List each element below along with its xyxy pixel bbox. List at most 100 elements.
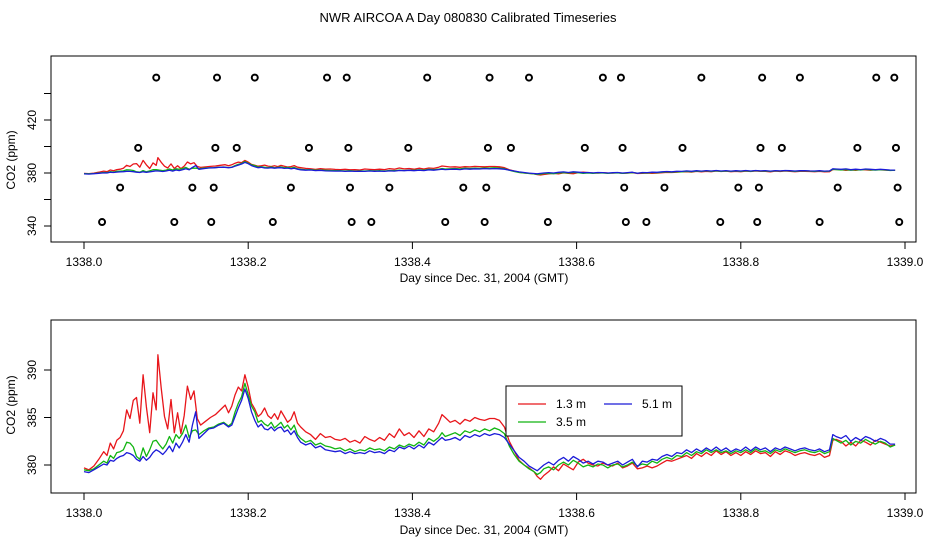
- x-tick-label: 1339.0: [887, 506, 924, 520]
- calibration-point: [642, 218, 651, 227]
- bottom-ylabel: CO2 (ppm): [4, 375, 18, 434]
- calibration-point: [893, 183, 902, 192]
- calibration-point: [344, 143, 353, 152]
- calibration-point: [754, 183, 763, 192]
- legend-label-1-3m: 1.3 m: [556, 397, 586, 411]
- calibration-point: [890, 73, 899, 82]
- calibration-point: [441, 218, 450, 227]
- x-tick-label: 1338.2: [230, 506, 267, 520]
- x-tick-label: 1338.4: [394, 255, 431, 269]
- calibration-point: [209, 183, 218, 192]
- calibration-point: [616, 73, 625, 82]
- y-tick-label: 385: [25, 407, 39, 427]
- calibration-point: [621, 218, 630, 227]
- calibration-point: [506, 143, 515, 152]
- calibration-point: [232, 143, 241, 152]
- calibration-point: [346, 183, 355, 192]
- series-line-3-5-m: [83, 382, 896, 476]
- calibration-point: [134, 143, 143, 152]
- calibration-point: [524, 73, 533, 82]
- calibration-point: [404, 143, 413, 152]
- calibration-point: [170, 218, 179, 227]
- x-tick-label: 1338.4: [394, 506, 431, 520]
- bottom-panel: 1338.0 1338.2 1338.4 1338.6 1338.8 1339.0 380 3…: [4, 319, 924, 537]
- x-tick-label: 1338.8: [722, 506, 759, 520]
- calibration-point: [853, 143, 862, 152]
- x-tick-label: 1339.0: [887, 255, 924, 269]
- calibration-point: [367, 218, 376, 227]
- calibration-point: [483, 143, 492, 152]
- calibration-point: [753, 218, 762, 227]
- calibration-point: [323, 73, 332, 82]
- calibration-point: [598, 73, 607, 82]
- calibration-point: [891, 143, 900, 152]
- calibration-point: [188, 183, 197, 192]
- top-ylabel: CO2 (ppm): [4, 130, 18, 189]
- top-xlabel: Day since Dec. 31, 2004 (GMT): [400, 271, 569, 285]
- top-calibration-marks: [98, 73, 904, 227]
- calibration-point: [758, 73, 767, 82]
- calibration-point: [795, 73, 804, 82]
- top-plot-frame: [50, 55, 917, 243]
- calibration-point: [678, 143, 687, 152]
- calibration-point: [833, 183, 842, 192]
- calibration-point: [482, 183, 491, 192]
- legend-label-5-1m: 5.1 m: [642, 397, 672, 411]
- top-series-line-5-1-m: [83, 161, 896, 175]
- calibration-point: [777, 143, 786, 152]
- calibration-point: [580, 143, 589, 152]
- calibration-point: [872, 73, 881, 82]
- bottom-series-lines: [83, 354, 896, 480]
- bottom-plot-frame: [50, 319, 917, 494]
- calibration-point: [304, 143, 313, 152]
- calibration-point: [98, 218, 107, 227]
- calibration-point: [485, 73, 494, 82]
- top-axis-ticks: 1338.0 1338.2 1338.4 1338.6 1338.8 1339.0 340 3…: [25, 93, 924, 269]
- bottom-axis-ticks: 1338.0 1338.2 1338.4 1338.6 1338.8 1339.0 380 3…: [25, 360, 924, 520]
- calibration-point: [756, 143, 765, 152]
- calibration-point: [385, 183, 394, 192]
- figure-title: NWR AIRCOA A Day 080830 Calibrated Times…: [320, 10, 617, 25]
- legend-label-3-5m: 3.5 m: [556, 415, 586, 429]
- x-tick-label: 1338.8: [722, 255, 759, 269]
- calibration-point: [459, 183, 468, 192]
- series-line-5-1-m: [83, 388, 896, 474]
- calibration-point: [213, 73, 222, 82]
- calibration-point: [734, 183, 743, 192]
- top-series-lines: [83, 156, 896, 176]
- calibration-point: [618, 143, 627, 152]
- calibration-point: [116, 183, 125, 192]
- x-tick-label: 1338.0: [66, 255, 103, 269]
- calibration-point: [562, 183, 571, 192]
- calibration-point: [543, 218, 552, 227]
- calibration-point: [697, 73, 706, 82]
- y-tick-label: 420: [25, 110, 39, 130]
- legend-box: [505, 385, 683, 437]
- x-tick-label: 1338.6: [558, 255, 595, 269]
- calibration-point: [268, 218, 277, 227]
- top-series-line-1-3-m: [83, 156, 896, 176]
- y-tick-label: 340: [25, 216, 39, 236]
- y-tick-label: 380: [25, 163, 39, 183]
- y-tick-label: 380: [25, 455, 39, 475]
- top-panel: 1338.0 1338.2 1338.4 1338.6 1338.8 1339.0 340 3…: [4, 55, 924, 285]
- series-line-1-3-m: [83, 354, 896, 480]
- calibration-point: [347, 218, 356, 227]
- calibration-point: [620, 183, 629, 192]
- x-tick-label: 1338.6: [558, 506, 595, 520]
- calibration-point: [480, 218, 489, 227]
- legend: 1.3 m 3.5 m 5.1 m: [505, 385, 683, 437]
- y-tick-label: 390: [25, 360, 39, 380]
- x-tick-label: 1338.2: [230, 255, 267, 269]
- calibration-point: [895, 218, 904, 227]
- calibration-point: [815, 218, 824, 227]
- calibration-point: [250, 73, 259, 82]
- calibration-point: [152, 73, 161, 82]
- bottom-xlabel: Day since Dec. 31, 2004 (GMT): [400, 523, 569, 537]
- calibration-point: [423, 73, 432, 82]
- x-tick-label: 1338.0: [66, 506, 103, 520]
- calibration-point: [286, 183, 295, 192]
- calibration-point: [342, 73, 351, 82]
